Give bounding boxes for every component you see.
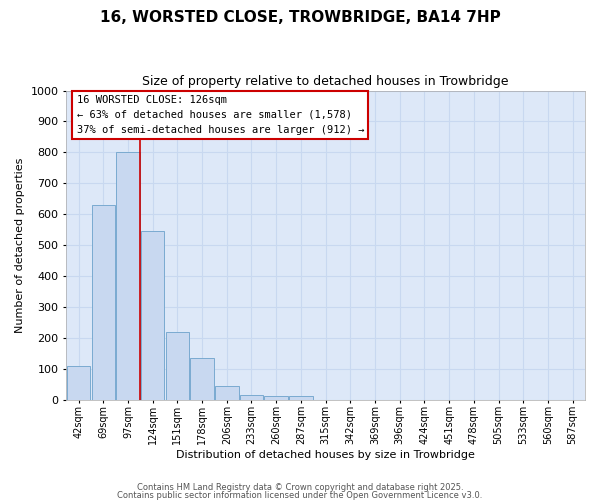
Bar — [190, 358, 214, 400]
Text: Contains public sector information licensed under the Open Government Licence v3: Contains public sector information licen… — [118, 490, 482, 500]
Bar — [116, 152, 140, 400]
Text: Contains HM Land Registry data © Crown copyright and database right 2025.: Contains HM Land Registry data © Crown c… — [137, 484, 463, 492]
X-axis label: Distribution of detached houses by size in Trowbridge: Distribution of detached houses by size … — [176, 450, 475, 460]
Bar — [67, 366, 90, 400]
Bar — [92, 205, 115, 400]
Title: Size of property relative to detached houses in Trowbridge: Size of property relative to detached ho… — [142, 75, 509, 88]
Bar — [141, 231, 164, 400]
Bar — [166, 332, 189, 400]
Bar — [289, 396, 313, 400]
Y-axis label: Number of detached properties: Number of detached properties — [15, 158, 25, 332]
Text: 16, WORSTED CLOSE, TROWBRIDGE, BA14 7HP: 16, WORSTED CLOSE, TROWBRIDGE, BA14 7HP — [100, 10, 500, 25]
Bar — [265, 396, 288, 400]
Bar — [240, 395, 263, 400]
Bar — [215, 386, 239, 400]
Text: 16 WORSTED CLOSE: 126sqm
← 63% of detached houses are smaller (1,578)
37% of sem: 16 WORSTED CLOSE: 126sqm ← 63% of detach… — [77, 95, 364, 135]
